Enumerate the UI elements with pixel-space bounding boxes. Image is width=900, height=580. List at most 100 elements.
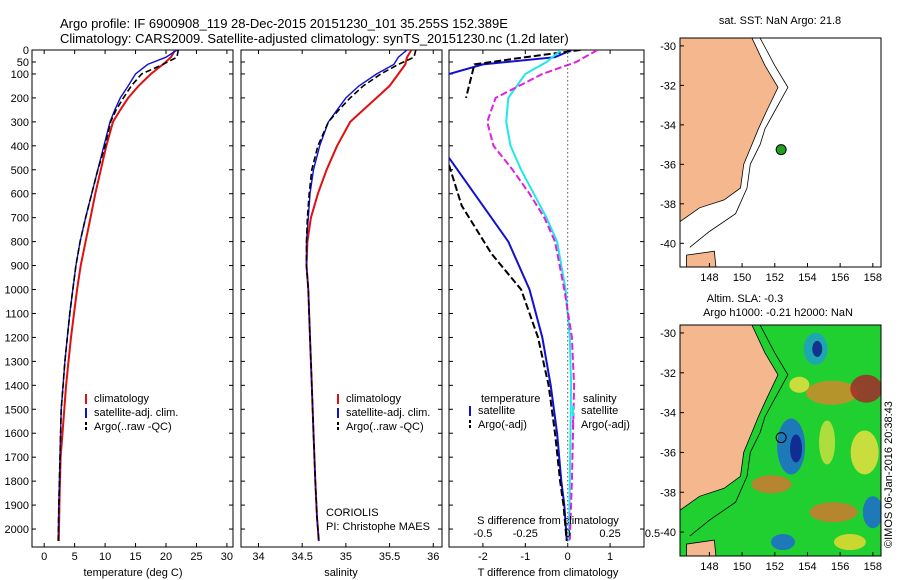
sla-map-panel: 148 150 152 154 156 158 -30 -32 -34 -36 -38 -40 Alti… [660, 293, 882, 573]
y-tick-label: 1300 [5, 356, 29, 368]
map-y-tick-label: -40 [660, 238, 676, 250]
series-line-5 [486, 50, 598, 542]
s-tick-label: -0.25 [513, 528, 538, 540]
x-tick-label: 36 [427, 551, 439, 563]
shelf-contour [689, 38, 789, 248]
x-tick-label: -1 [520, 551, 530, 563]
profile-title: Argo profile: IF 6900908_119 28-Dec-2015… [60, 16, 508, 31]
sla-anomaly-patch [819, 420, 836, 465]
annotation-line: PI: Christophe MAES [326, 521, 430, 533]
land-mass [680, 38, 779, 223]
legend-label: satellite-adj. clim. [94, 407, 178, 419]
map-content [680, 325, 881, 556]
salinity-panel: 34 34.5 35 35.5 36 salinity climatology satelli… [240, 49, 443, 579]
sla-anomaly-patch [751, 475, 792, 494]
map-x-tick-label: 154 [798, 272, 816, 284]
legend-label: Argo(-adj) [478, 419, 527, 431]
float-position-marker [775, 432, 787, 444]
y-tick-label: 700 [11, 213, 29, 225]
y-tick-label: 0 [23, 45, 29, 57]
x-tick-label: 15 [129, 551, 141, 563]
x-tick-label: 1 [607, 551, 613, 563]
y-tick-label: 1100 [5, 308, 29, 320]
y-tick-label: 1400 [5, 380, 29, 392]
map-x-tick-label: 150 [733, 272, 751, 284]
map-x-tick-label: 156 [831, 272, 849, 284]
y-tick-label: 500 [11, 165, 29, 177]
s-tick-label: -0.5 [473, 528, 492, 540]
sla-anomaly-patch [850, 374, 881, 403]
sla-anomaly-patch [833, 534, 866, 551]
map-subtitle: Argo h1000: -0.21 h2000: NaN [703, 307, 853, 319]
map-x-tick-label: 158 [864, 272, 882, 284]
map-y-tick-label: -38 [660, 199, 676, 211]
sla-anomaly-patch [790, 434, 803, 463]
map-x-tick-label: 148 [700, 561, 718, 573]
x-tick-label: 35 [340, 551, 352, 563]
y-tick-label: 600 [11, 189, 29, 201]
plot-frame [448, 49, 645, 548]
x-tick-label: 20 [160, 551, 172, 563]
series-line-4 [505, 50, 573, 542]
sla-anomaly-patch [850, 430, 879, 475]
s-axis-label: S difference from climatology [477, 515, 619, 527]
y-tick-label: 900 [11, 261, 29, 273]
climatology-title: Climatology: CARS2009. Satellite-adjuste… [60, 31, 569, 46]
legend-label: satellite-adj. clim. [346, 407, 430, 419]
sla-anomaly-patch [805, 380, 858, 405]
y-tick-label: 1500 [5, 404, 29, 416]
series-line-2 [305, 50, 417, 542]
map-y-tick-label: -38 [660, 487, 676, 499]
y-tick-label: 1600 [5, 428, 29, 440]
map-y-tick-label: -30 [660, 41, 676, 53]
map-frame [679, 324, 882, 557]
series-line-1 [465, 50, 581, 99]
map-frame [679, 37, 882, 268]
y-tick-label: 1700 [5, 452, 29, 464]
x-axis-label: salinity [324, 567, 358, 579]
sla-anomaly-patch [862, 496, 881, 529]
x-tick-label: 25 [190, 551, 202, 563]
tasmania-land [686, 250, 717, 267]
x-tick-label: 5 [72, 551, 78, 563]
series-line-3 [449, 164, 568, 542]
map-y-tick-label: -32 [660, 368, 676, 380]
map-title: Altim. SLA: -0.3 [707, 293, 783, 305]
sst-map-panel: 148 150 152 154 156 158 -30 -32 -34 -36 -38 -40 sat.… [660, 15, 882, 284]
s-tick-label: 0.25 [599, 528, 620, 540]
y-tick-label: 50 [17, 57, 29, 69]
map-x-tick-label: 150 [733, 561, 751, 573]
x-tick-label: 35.5 [379, 551, 400, 563]
y-tick-label: 800 [11, 237, 29, 249]
s-tick-label: 0 [565, 528, 571, 540]
annotation-line: CORIOLIS [326, 507, 379, 519]
land-mass [680, 325, 779, 511]
y-tick-label: 1200 [5, 332, 29, 344]
x-axis-label: temperature (deg C) [83, 567, 182, 579]
map-x-tick-label: 158 [864, 561, 882, 573]
map-y-tick-label: -36 [660, 159, 676, 171]
legend-label: Argo(..raw -QC) [94, 421, 172, 433]
map-x-tick-label: 152 [766, 272, 784, 284]
legend-label: satellite [581, 405, 618, 417]
map-y-tick-label: -40 [660, 527, 676, 539]
legend-title: salinity [583, 393, 617, 405]
difference-panel: -2 -1 0 1 -0.5 -0.25 0 0.25 0.5 S difference from… [448, 49, 660, 579]
legend-label: Argo(-adj) [581, 419, 630, 431]
map-y-tick-label: -34 [660, 120, 676, 132]
x-tick-label: 30 [221, 551, 233, 563]
shelf-contour [689, 325, 789, 537]
legend-label: climatology [94, 393, 150, 405]
map-content [680, 38, 789, 267]
series-group [305, 50, 417, 542]
y-tick-label: 1900 [5, 500, 29, 512]
series-line-0 [449, 50, 573, 75]
plot-frame [31, 49, 234, 548]
series-group [449, 50, 598, 542]
map-x-tick-label: 156 [831, 561, 849, 573]
map-y-tick-label: -32 [660, 80, 676, 92]
tasmania-land [686, 539, 717, 556]
sla-anomaly-patch [789, 376, 810, 393]
series-line-2 [57, 50, 179, 542]
map-y-tick-label: -34 [660, 408, 676, 420]
